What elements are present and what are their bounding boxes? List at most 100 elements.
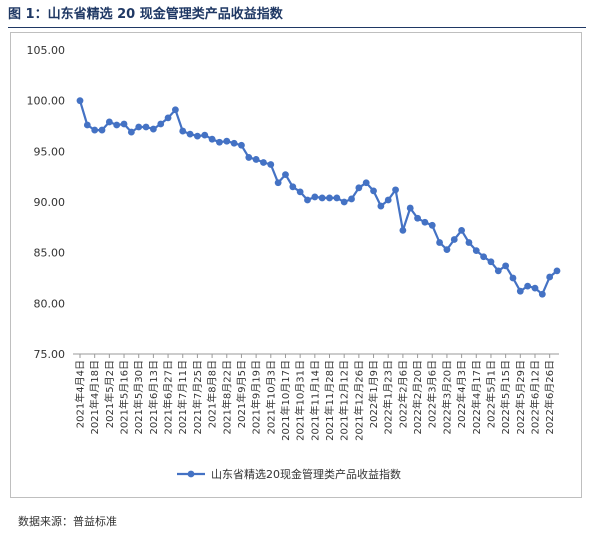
- data-point: [553, 267, 561, 275]
- data-point: [98, 126, 106, 134]
- data-point: [414, 214, 421, 222]
- data-point: [340, 198, 348, 206]
- x-tick-label: 2021年9月5日: [235, 360, 248, 428]
- y-tick-label: 85.00: [34, 247, 66, 260]
- data-point: [208, 135, 216, 143]
- x-tick-label: 2022年2月6日: [396, 360, 409, 428]
- x-tick-label: 2021年10月31日: [294, 360, 307, 441]
- data-point: [311, 193, 319, 201]
- data-point: [304, 196, 311, 204]
- y-tick-label: 90.00: [34, 196, 66, 209]
- y-tick-label: 75.00: [34, 348, 66, 361]
- data-point: [516, 287, 524, 295]
- x-tick-label: 2021年10月17日: [279, 360, 292, 441]
- series-layer: [76, 97, 561, 298]
- y-axis: 75.00 80.00 85.00 90.00 95.00 100.00 105.00: [27, 44, 66, 361]
- data-point: [472, 247, 480, 255]
- legend-marker: [187, 470, 195, 478]
- data-point: [289, 183, 297, 191]
- x-tick-label: 2022年6月26日: [543, 360, 556, 435]
- data-point: [260, 159, 267, 166]
- data-point: [120, 120, 128, 128]
- x-tick-label: 2021年6月27日: [162, 360, 175, 435]
- data-point: [179, 127, 187, 135]
- x-tick-label: 2021年5月30日: [132, 360, 145, 435]
- x-tick-label: 2022年5月15日: [499, 360, 512, 435]
- data-point: [201, 131, 209, 139]
- data-point: [384, 196, 392, 204]
- data-point: [421, 218, 429, 226]
- data-point: [406, 204, 414, 212]
- figure-title: 图 1：山东省精选 20 现金管理类产品收益指数: [8, 6, 586, 28]
- data-point: [142, 123, 150, 131]
- data-point: [267, 161, 275, 168]
- data-point: [443, 246, 451, 254]
- x-tick-label: 2021年9月19日: [250, 360, 263, 435]
- chart-frame: [10, 32, 582, 498]
- y-tick-label: 100.00: [27, 95, 66, 108]
- x-tick-label: 2022年1月23日: [382, 360, 395, 435]
- x-tick-label: 2021年12月26日: [352, 360, 365, 441]
- data-point: [274, 179, 282, 187]
- data-point: [194, 132, 201, 140]
- x-tick-label: 2022年4月3日: [455, 360, 468, 428]
- x-tick-label: 2021年8月8日: [206, 360, 219, 428]
- data-point: [157, 120, 165, 128]
- y-tick-label: 95.00: [34, 145, 66, 158]
- x-tick-label: 2022年2月20日: [411, 360, 424, 435]
- x-tick-label: 2021年11月28日: [323, 360, 336, 441]
- x-tick-label: 2021年11月14日: [308, 360, 321, 441]
- x-tick-label: 2021年10月3日: [264, 360, 277, 435]
- data-point: [524, 282, 532, 290]
- x-tick-label: 2021年8月22日: [220, 360, 233, 435]
- x-tick-label: 2022年6月12日: [528, 360, 541, 435]
- data-point: [480, 253, 488, 261]
- data-point: [487, 258, 495, 266]
- x-tick-label: 2022年5月29日: [514, 360, 527, 435]
- x-tick-label: 2022年1月9日: [367, 360, 380, 428]
- data-point: [127, 128, 135, 136]
- data-point: [355, 184, 363, 192]
- data-point: [76, 97, 84, 105]
- data-point: [428, 221, 436, 229]
- data-point: [83, 121, 91, 129]
- data-point: [172, 106, 179, 114]
- data-point: [282, 171, 289, 179]
- data-point: [333, 194, 341, 202]
- data-point: [465, 239, 473, 246]
- source-note: 数据来源：普益标准: [18, 515, 117, 528]
- x-tick-label: 2021年6月13日: [147, 360, 160, 435]
- x-tick-label: 2022年3月6日: [426, 360, 439, 428]
- x-tick-label: 2021年5月2日: [103, 360, 116, 428]
- data-point: [377, 202, 385, 210]
- data-point: [399, 226, 407, 234]
- x-tick-label: 2022年3月20日: [440, 360, 453, 435]
- data-point: [450, 236, 458, 243]
- data-point: [436, 239, 443, 246]
- data-point: [318, 194, 326, 202]
- x-tick-label: 2021年5月16日: [118, 360, 131, 435]
- data-point: [392, 186, 399, 194]
- legend: 山东省精选20现金管理类产品收益指数: [177, 467, 401, 481]
- x-tick-label: 2022年4月17日: [470, 360, 483, 435]
- x-tick-label: 2021年4月4日: [74, 360, 87, 428]
- data-point: [509, 274, 517, 282]
- data-point: [362, 179, 370, 187]
- data-point: [223, 137, 231, 145]
- data-point: [238, 141, 245, 149]
- y-tick-label: 105.00: [27, 44, 66, 57]
- y-tick-label: 80.00: [34, 297, 66, 310]
- x-tick-label: 2021年7月11日: [176, 360, 189, 435]
- data-point: [326, 194, 333, 202]
- data-point: [538, 290, 546, 298]
- data-point: [113, 121, 121, 129]
- legend-label: 山东省精选20现金管理类产品收益指数: [211, 467, 401, 481]
- data-point: [531, 284, 539, 292]
- data-point: [216, 138, 223, 146]
- x-tick-label: 2022年5月1日: [484, 360, 497, 428]
- data-point: [296, 188, 304, 196]
- data-point: [245, 154, 253, 161]
- line-chart: 75.00 80.00 85.00 90.00 95.00 100.00 105.00 20…: [27, 44, 561, 481]
- data-point: [546, 273, 554, 281]
- x-tick-label: 2021年7月25日: [191, 360, 204, 435]
